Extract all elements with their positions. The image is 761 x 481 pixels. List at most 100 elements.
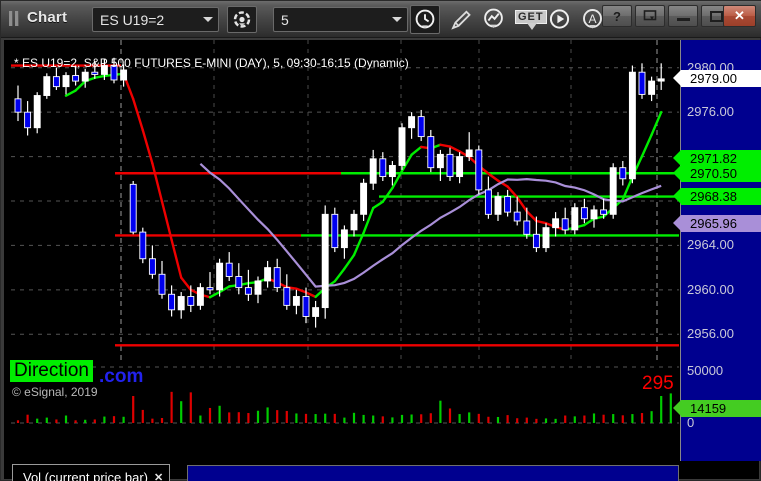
candle: [148, 245, 156, 279]
candle: [388, 161, 396, 186]
volume-panel-label: Vol (current price bar): [23, 469, 148, 481]
candle: [72, 65, 80, 86]
svg-text:A: A: [588, 12, 596, 26]
fast-ma-segment: [381, 186, 394, 203]
level-price-overlay: 295: [642, 373, 674, 394]
study-tag-mid[interactable]: 2970.50: [673, 164, 761, 182]
candle: [532, 216, 540, 253]
candle: [465, 132, 473, 162]
refresh-button[interactable]: [227, 6, 257, 33]
candle: [456, 152, 464, 184]
candle: [619, 161, 627, 186]
fast-ma-segment: [496, 179, 509, 188]
candle: [187, 285, 195, 313]
candle: [52, 67, 60, 90]
minimize-button[interactable]: [668, 5, 698, 27]
ma-tag-purple[interactable]: 2965.96: [673, 215, 761, 233]
candle: [81, 68, 89, 88]
candle: [523, 207, 531, 239]
candle: [331, 207, 339, 253]
play-button[interactable]: [545, 5, 575, 34]
volume-plot[interactable]: [11, 365, 679, 425]
candle: [120, 64, 128, 87]
candle: [504, 189, 512, 217]
candle: [33, 92, 41, 134]
candle: [168, 285, 176, 317]
candle: [484, 176, 492, 219]
study-tag-high-label: 2971.82: [690, 151, 737, 167]
candle: [638, 63, 646, 99]
fast-ma-segment: [621, 175, 634, 201]
symbol-selector[interactable]: ES U19=2: [92, 7, 219, 32]
candle: [254, 276, 262, 304]
candle: [206, 272, 214, 295]
last-price-tag-label: 2979.00: [690, 71, 737, 87]
refresh-gear-icon: [233, 10, 251, 28]
study-line-icon: [484, 8, 503, 28]
fast-ma-segment: [410, 145, 423, 156]
study-tag-low[interactable]: 2968.38: [673, 188, 761, 206]
fast-ma-segment: [506, 185, 519, 199]
candle: [129, 181, 137, 235]
close-button[interactable]: ✕: [723, 5, 756, 27]
fast-ma-segment: [487, 172, 500, 182]
candle: [590, 205, 598, 228]
interval-selector[interactable]: 5: [273, 7, 408, 32]
close-icon[interactable]: ✕: [154, 471, 164, 481]
chevron-down-icon[interactable]: [387, 8, 407, 31]
alert-button[interactable]: A: [578, 5, 608, 34]
candle: [139, 227, 147, 264]
minimize-icon: [676, 18, 690, 21]
restore-button[interactable]: [635, 5, 665, 27]
candle: [369, 149, 377, 190]
candle: [43, 73, 51, 99]
watermark-suffix: .com: [99, 366, 144, 387]
candle: [571, 203, 579, 235]
last-price-tag[interactable]: 2979.00: [673, 70, 761, 88]
price-axis[interactable]: 2980.002976.002972.002968.002964.002960.…: [673, 40, 761, 461]
price-axis-tick: 2976.00: [687, 104, 734, 120]
price-axis-tick: 2964.00: [687, 237, 734, 253]
volume-tag-label: 14159: [690, 400, 727, 416]
grip-icon[interactable]: [9, 10, 22, 27]
volume-plot-svg: [11, 366, 679, 424]
fast-ma-segment: [170, 238, 183, 279]
pencil-icon: [451, 10, 471, 30]
fast-ma-segment: [448, 145, 461, 153]
fast-ma-segment: [535, 219, 548, 225]
candle: [350, 209, 358, 237]
fast-ma-segment: [583, 217, 596, 227]
fast-ma-segment: [650, 110, 663, 136]
chevron-down-icon[interactable]: [198, 8, 218, 31]
candle: [216, 258, 224, 297]
get-tools-button[interactable]: GET: [512, 5, 547, 34]
fast-ma-segment: [352, 231, 365, 257]
candle: [283, 274, 291, 310]
price-axis-tick: 2956.00: [687, 326, 734, 342]
candle: [657, 63, 665, 90]
study-button[interactable]: [479, 5, 509, 34]
study-tag-high[interactable]: 2971.82: [673, 150, 761, 168]
time-template-button[interactable]: [410, 5, 440, 34]
price-plot-svg: [11, 40, 679, 362]
candle: [561, 207, 569, 235]
fast-ma-segment: [516, 196, 528, 213]
candle: [158, 260, 166, 299]
copyright-text: © eSignal, 2019: [12, 385, 98, 399]
price-axis-tick: 2960.00: [687, 281, 734, 297]
draw-tool-button[interactable]: [446, 5, 476, 34]
volume-panel-tab[interactable]: Vol (current price bar) ✕: [12, 464, 171, 481]
fast-ma-segment: [160, 200, 173, 242]
window-title: Chart: [27, 9, 68, 26]
chart-area[interactable]: * ES U19=2, S&P 500 FUTURES E-MINI (DAY)…: [4, 40, 761, 481]
fast-ma-segment: [74, 80, 87, 92]
candle: [446, 147, 454, 182]
price-plot[interactable]: [11, 40, 679, 362]
candle: [24, 101, 32, 136]
clock-icon: [415, 9, 435, 29]
volume-tag[interactable]: 14159: [673, 399, 761, 417]
help-button[interactable]: ?: [602, 5, 632, 27]
slow-ma-line: [199, 162, 662, 288]
candle: [542, 223, 550, 253]
volume-axis-tick: 0: [687, 415, 695, 430]
